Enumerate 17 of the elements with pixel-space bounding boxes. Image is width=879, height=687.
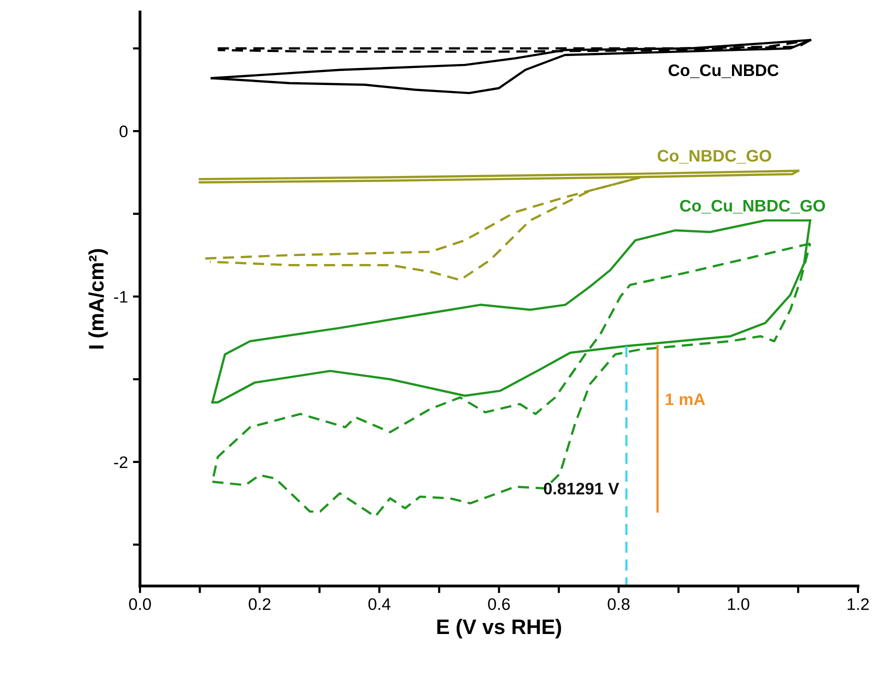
x-tick-label: 0.6	[488, 598, 510, 610]
x-tick-label: 1.2	[848, 598, 869, 610]
series-label: Co_Cu_NBDC	[668, 64, 779, 78]
x-tick-label: 0.0	[129, 598, 151, 610]
y-tick-label: -1	[114, 291, 128, 303]
x-axis-title: E (V vs RHE)	[437, 618, 562, 638]
annotation: 1 mA	[666, 394, 706, 406]
x-tick-label: 0.2	[248, 598, 270, 610]
series-label: Co_NBDC_GO	[658, 150, 772, 164]
y-axis-title: I (mA/cm²)	[88, 249, 108, 349]
y-tick-label: -2	[114, 456, 128, 468]
x-tick-label: 1.0	[728, 598, 750, 610]
x-tick-label: 0.8	[608, 598, 630, 610]
series-label: Co_Cu_NBDC_GO	[680, 200, 825, 214]
x-tick-label: 0.4	[368, 598, 390, 610]
y-tick-label: 0	[120, 126, 128, 138]
annotation: 0.81291 V	[544, 482, 620, 495]
